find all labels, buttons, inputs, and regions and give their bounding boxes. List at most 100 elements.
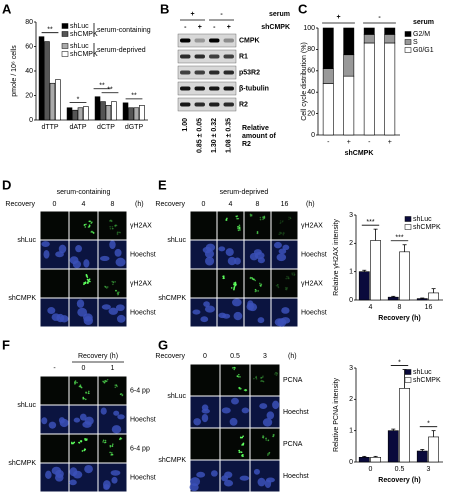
foci — [119, 393, 122, 396]
foci — [117, 293, 120, 295]
foci — [288, 218, 290, 221]
nucleus — [83, 259, 90, 268]
blot-band — [180, 102, 191, 107]
blot-strip — [177, 49, 237, 64]
blot-band — [180, 70, 191, 75]
panel-label: A — [2, 1, 12, 16]
x-tick-label: 16 — [425, 304, 433, 311]
foci — [109, 219, 111, 222]
legend-label: shCMPK — [413, 224, 441, 231]
foci — [88, 225, 91, 228]
bar — [399, 251, 410, 301]
foci — [106, 378, 109, 381]
foci — [238, 226, 241, 229]
foci — [256, 231, 259, 234]
foci — [121, 394, 124, 397]
blot-ratio: 1.08 ± 0.35 — [226, 118, 233, 153]
foci — [106, 286, 109, 288]
foci — [115, 224, 118, 227]
foci — [242, 443, 245, 446]
foci — [104, 380, 106, 382]
foci — [103, 382, 106, 384]
foci — [268, 453, 270, 455]
foci — [85, 392, 87, 394]
legend-label: shLuc — [70, 23, 89, 30]
blot-band — [180, 38, 191, 43]
foci — [78, 385, 81, 388]
row-label: γH2AX — [130, 280, 152, 287]
foci — [74, 381, 76, 384]
nucleus — [241, 407, 250, 414]
foci — [263, 215, 266, 218]
foci — [88, 390, 90, 393]
nucleus — [203, 301, 210, 308]
panel-label: F — [2, 337, 10, 352]
foci — [260, 376, 263, 379]
blot-shrna: - — [184, 24, 187, 31]
foci — [114, 384, 117, 386]
micrograph — [250, 460, 280, 492]
legend-label: G2/M — [413, 31, 430, 38]
foci — [120, 393, 123, 395]
foci — [280, 232, 283, 234]
foci — [276, 284, 279, 286]
foci — [282, 233, 284, 235]
blot-band — [223, 54, 234, 59]
micrograph — [98, 376, 127, 405]
foci — [102, 380, 104, 383]
nucleus — [69, 467, 78, 477]
bar — [55, 79, 61, 121]
foci — [293, 273, 296, 276]
foci — [84, 226, 87, 228]
bar — [128, 107, 134, 121]
blot-band — [209, 102, 220, 107]
legend-swatch — [404, 377, 412, 383]
foci — [111, 227, 114, 230]
legend-swatch — [404, 216, 412, 222]
y-axis-label: Relative γH2AX intensity — [333, 219, 340, 296]
row-label: γH2AX — [301, 280, 323, 287]
bar-segment — [343, 75, 355, 136]
bar-segment — [384, 42, 396, 136]
nucleus — [190, 477, 201, 487]
foci — [265, 437, 267, 440]
nucleus — [196, 471, 206, 478]
row-label: γH2AX — [130, 222, 152, 229]
column-label: 0 — [203, 353, 207, 360]
nucleus — [192, 309, 201, 315]
nucleus — [69, 479, 77, 486]
foci — [85, 439, 88, 441]
foci — [87, 279, 90, 282]
bar — [387, 430, 399, 463]
bar — [428, 292, 439, 301]
legend-title: serum — [413, 19, 434, 26]
foci — [233, 368, 236, 371]
bar — [387, 296, 399, 301]
micrograph — [98, 211, 127, 240]
group-label: + — [336, 14, 340, 21]
group-label: shLuc — [17, 402, 36, 409]
foci — [119, 231, 121, 234]
foci — [259, 216, 262, 219]
foci — [249, 276, 252, 279]
column-label: 4 — [229, 201, 233, 208]
bar-segment — [322, 27, 334, 69]
nucleus — [233, 311, 243, 321]
nucleus — [103, 480, 111, 490]
foci — [74, 380, 77, 382]
foci — [239, 436, 242, 439]
row-label: γH2AX — [301, 222, 323, 229]
foci — [80, 386, 82, 388]
foci — [115, 384, 118, 386]
nucleus — [229, 417, 238, 426]
bar — [139, 105, 145, 121]
foci — [250, 214, 253, 216]
panel-label: C — [298, 1, 308, 16]
foci — [288, 216, 290, 219]
nucleus — [225, 248, 234, 257]
bar-segment — [363, 34, 375, 44]
nucleus — [201, 413, 209, 423]
nucleus — [111, 476, 118, 484]
significance: * — [77, 96, 80, 103]
foci — [265, 439, 268, 441]
